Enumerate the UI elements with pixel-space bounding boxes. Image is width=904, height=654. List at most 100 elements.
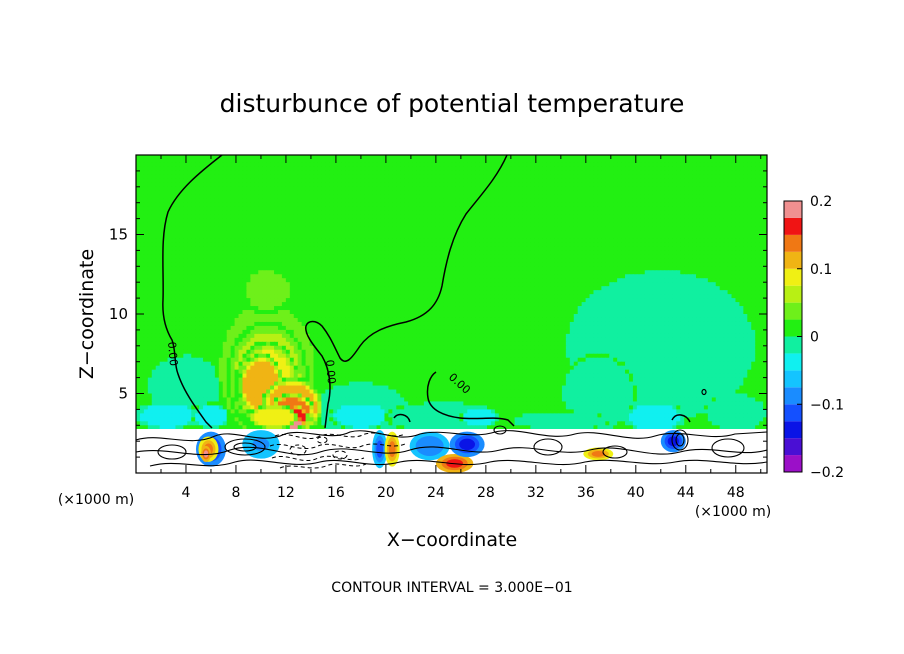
heatmap-cell (439, 234, 445, 240)
heatmap-cell (696, 170, 701, 176)
heatmap-cell (262, 186, 267, 192)
heatmap-cell (187, 230, 192, 236)
heatmap-cell (139, 222, 145, 228)
heatmap-cell (459, 222, 464, 228)
heatmap-cell (392, 262, 397, 267)
heatmap-cell (293, 222, 299, 228)
heatmap-cell (159, 190, 165, 196)
heatmap-cell (183, 270, 188, 275)
heatmap-cell (277, 258, 283, 263)
heatmap-cell (463, 274, 468, 279)
heatmap-cell (680, 218, 685, 224)
heatmap-cell (435, 174, 441, 180)
heatmap-cell (475, 238, 480, 244)
heatmap-cell (577, 234, 583, 240)
heatmap-cell (459, 158, 464, 164)
heatmap-cell (759, 254, 764, 259)
heatmap-cell (699, 270, 705, 275)
heatmap-cell (285, 266, 291, 271)
heatmap-cell (175, 206, 180, 212)
heatmap-cell (636, 214, 642, 220)
heatmap-cell (372, 262, 378, 267)
heatmap-cell (356, 274, 362, 279)
heatmap-cell (743, 210, 748, 216)
heatmap-cell (490, 266, 496, 271)
heatmap-cell (210, 202, 216, 208)
heatmap-cell (419, 170, 425, 176)
heatmap-cell (419, 246, 425, 252)
heatmap-cell (238, 178, 244, 184)
heatmap-cell (427, 182, 433, 188)
heatmap-cell (388, 206, 393, 212)
heatmap-cell (238, 234, 244, 240)
heatmap-cell (230, 198, 236, 204)
heatmap-cell (565, 158, 571, 164)
heatmap-cell (234, 162, 240, 168)
heatmap-cell (443, 190, 449, 196)
heatmap-cell (254, 230, 259, 236)
heatmap-cell (187, 206, 192, 212)
heatmap-cell (341, 170, 346, 176)
heatmap-cell (707, 238, 713, 244)
heatmap-cell (676, 190, 681, 196)
heatmap-cell (573, 166, 579, 172)
heatmap-cell (707, 206, 713, 212)
heatmap-cell (301, 218, 307, 224)
heatmap-cell (396, 170, 401, 176)
heatmap-cell (412, 186, 417, 192)
heatmap-cell (664, 194, 669, 200)
heatmap-cell (183, 182, 188, 188)
heatmap-cell (147, 202, 153, 208)
heatmap-cell (384, 182, 389, 188)
heatmap-cell (494, 230, 500, 236)
heatmap-cell (206, 270, 212, 275)
heatmap-cell (550, 158, 555, 164)
heatmap-cell (309, 274, 315, 279)
heatmap-cell (640, 242, 646, 248)
heatmap-cell (664, 214, 669, 220)
heatmap-cell (372, 222, 378, 228)
heatmap-cell (203, 238, 208, 244)
heatmap-cell (348, 206, 354, 212)
heatmap-cell (431, 174, 437, 180)
heatmap-cell (486, 194, 492, 200)
heatmap-cell (285, 202, 291, 208)
heatmap-cell (293, 198, 299, 204)
heatmap-cell (652, 155, 658, 160)
heatmap-cell (715, 170, 721, 176)
heatmap-cell (676, 270, 681, 275)
heatmap-cell (463, 270, 468, 275)
heatmap-cell (490, 198, 496, 204)
heatmap-cell (360, 190, 366, 196)
heatmap-cell (554, 238, 559, 244)
heatmap-cell (719, 274, 725, 279)
heatmap-cell (644, 226, 650, 232)
heatmap-cell (262, 174, 267, 180)
heatmap-cell (735, 202, 740, 208)
heatmap-cell (475, 270, 480, 275)
heatmap-cell (684, 186, 689, 192)
heatmap-cell (262, 218, 267, 224)
heatmap-cell (270, 190, 275, 196)
heatmap-cell (321, 230, 326, 236)
heatmap-cell (345, 270, 350, 275)
heatmap-cell (341, 190, 346, 196)
heatmap-cell (230, 186, 236, 192)
heatmap-cell (573, 234, 579, 240)
heatmap-cell (565, 178, 571, 184)
heatmap-cell (463, 190, 468, 196)
heatmap-cell (569, 202, 575, 208)
heatmap-cell (475, 266, 480, 271)
heatmap-cell (404, 162, 409, 168)
heatmap-cell (364, 170, 370, 176)
heatmap-cell (439, 218, 445, 224)
heatmap-cell (139, 238, 145, 244)
heatmap-cell (368, 262, 374, 267)
heatmap-cell (644, 186, 650, 192)
heatmap-cell (270, 162, 275, 168)
heatmap-cell (317, 274, 322, 279)
heatmap-cell (396, 182, 401, 188)
heatmap-cell (183, 166, 188, 172)
heatmap-cell (238, 242, 244, 248)
heatmap-cell (652, 174, 658, 180)
